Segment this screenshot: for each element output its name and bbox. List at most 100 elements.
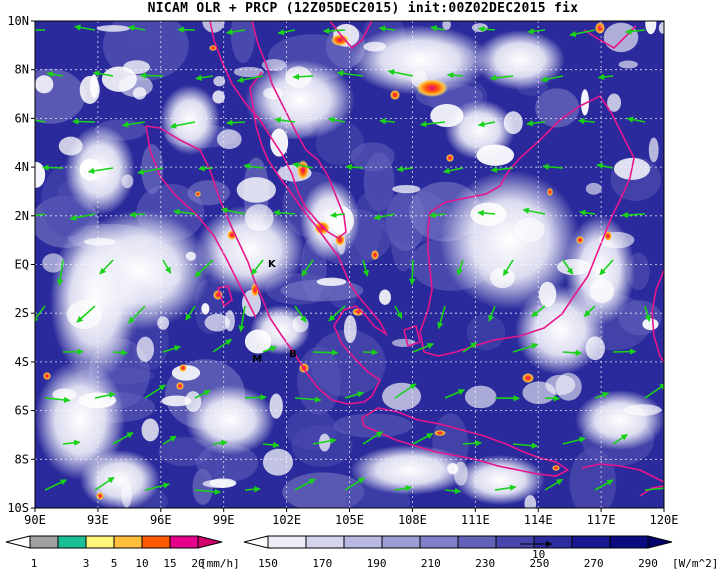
wind-arrow <box>596 162 614 170</box>
lat-tick-label: 4N <box>15 160 29 174</box>
cloud-fleck <box>556 258 591 275</box>
cloud-mass <box>350 25 490 95</box>
precip-cell <box>552 465 560 471</box>
olr-colorbar-label: 270 <box>584 557 604 570</box>
wind-arrow <box>531 305 546 318</box>
cloud-fleck <box>514 217 545 243</box>
cloud-fleck <box>585 336 605 361</box>
olr-colorbar-label: 150 <box>258 557 278 570</box>
wind-arrow <box>56 259 64 286</box>
precip-colorbar-label: 5 <box>111 557 118 570</box>
precip-cell <box>576 236 584 244</box>
wind-arrow <box>443 167 464 174</box>
wind-arrow <box>644 485 664 492</box>
wind-arrow <box>540 75 564 83</box>
cloud-mass <box>185 385 275 455</box>
wind-arrow <box>244 486 261 493</box>
wind-arrow <box>328 116 346 123</box>
wind-arrow <box>412 342 435 353</box>
olr-colorbar-box <box>495 535 535 549</box>
wind-arrow <box>212 338 233 353</box>
wind-arrow <box>262 441 280 449</box>
wind-arrow <box>112 431 134 445</box>
precip-colorbar: 1 3 5 10 15 20 [mm/h] <box>5 535 240 570</box>
wind-arrow <box>345 163 364 171</box>
wind-arrow <box>292 73 314 80</box>
cloud-fleck <box>603 22 639 53</box>
cloud-fleck <box>263 87 283 100</box>
wind-arrow <box>35 213 46 217</box>
lon-tick-label: 96E <box>150 513 172 527</box>
coastline-java <box>361 407 570 477</box>
wind-arrow <box>236 75 264 83</box>
wind-arrow <box>194 488 222 495</box>
cloud-fleck <box>524 495 537 508</box>
wind-arrow <box>195 74 214 81</box>
cloud-fleck <box>171 365 201 381</box>
precip-cell <box>209 45 217 51</box>
wind-arrow <box>121 121 146 128</box>
cloud-fleck <box>538 281 557 308</box>
wind-arrow <box>226 28 246 36</box>
precip-colorbar-label: 3 <box>83 557 90 570</box>
wind-arrow <box>62 439 81 446</box>
wind-arrow <box>527 28 546 35</box>
coastline-borneo <box>419 94 635 357</box>
cloud-fleck <box>382 382 422 411</box>
cloud-fleck <box>216 129 242 150</box>
cloud-fleck <box>589 278 615 304</box>
cloud-fleck <box>580 89 589 116</box>
cloud-fleck <box>522 381 556 405</box>
cloud-mass <box>50 220 140 380</box>
wind-arrow <box>274 116 296 124</box>
wind-arrow <box>644 305 651 322</box>
wind-arrow <box>250 259 264 276</box>
cloud-fleck <box>648 137 659 163</box>
wind-arrow <box>512 342 539 353</box>
lat-tick-label: 6N <box>15 111 29 125</box>
wind-arrow <box>173 208 196 216</box>
cloud-fleck <box>202 479 235 488</box>
wind-arrow <box>428 211 446 219</box>
lat-tick-label: 4S <box>15 355 29 369</box>
cloud-fleck <box>244 329 272 354</box>
olr-colorbar-label: 290 <box>638 557 658 570</box>
cloud-fleck <box>379 289 391 305</box>
cloud-fleck <box>241 290 261 317</box>
cloud-mass <box>475 30 565 90</box>
cloud-fleck <box>185 251 197 261</box>
precip-colorbar-box <box>29 535 59 549</box>
cloud-fleck <box>96 25 130 32</box>
wind-arrow <box>396 165 414 173</box>
cloud-fleck <box>157 316 170 330</box>
wind-arrow <box>162 345 181 353</box>
wind-arrow <box>583 305 596 317</box>
olr-patch <box>128 30 154 48</box>
cloud-fleck <box>141 418 159 442</box>
wind-arrow <box>76 305 96 323</box>
coastline-malay-peninsula <box>209 21 347 239</box>
wind-arrow <box>139 72 164 79</box>
wind-arrow <box>137 167 164 175</box>
wind-arrow <box>562 436 586 445</box>
lat-tick-label: 2S <box>15 306 29 320</box>
olr-colorbar-under <box>243 535 269 549</box>
place-label: M <box>252 354 262 365</box>
wind-arrow <box>294 305 307 323</box>
wind-arrow <box>162 435 177 445</box>
wind-arrow <box>420 120 446 128</box>
wind-arrow <box>488 305 496 322</box>
olr-patch <box>310 329 386 397</box>
lon-tick-label: 111E <box>461 513 490 527</box>
olr-colorbar-box <box>343 535 383 549</box>
wind-arrow <box>626 116 646 123</box>
wind-arrow <box>644 383 664 399</box>
wind-arrow <box>112 349 128 356</box>
olr-patch <box>280 279 364 302</box>
wind-arrow <box>46 71 64 78</box>
precip-cell <box>446 154 454 162</box>
cloud-fleck <box>442 21 451 30</box>
cloud-fleck <box>623 404 662 416</box>
wind-arrow <box>478 121 496 128</box>
reference-arrow-head <box>546 541 552 547</box>
